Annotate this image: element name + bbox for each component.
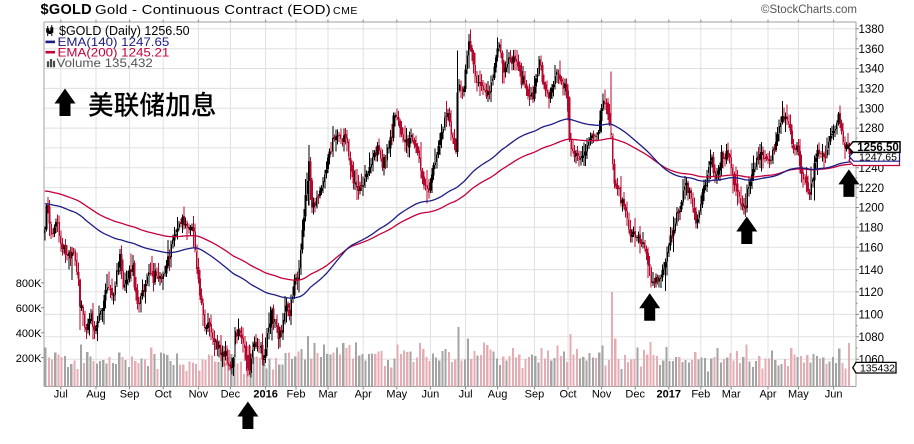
svg-text:May: May	[386, 389, 407, 401]
svg-text:Nov: Nov	[189, 389, 209, 401]
svg-text:EMA(200) 1245.21: EMA(200) 1245.21	[58, 46, 170, 59]
svg-text:Aug: Aug	[488, 389, 508, 401]
svg-text:1360: 1360	[859, 44, 885, 56]
svg-text:EMA(140) 1247.65: EMA(140) 1247.65	[58, 36, 170, 49]
svg-text:Dec: Dec	[625, 389, 645, 401]
svg-text:1247.65: 1247.65	[859, 151, 897, 163]
svg-text:400K: 400K	[16, 328, 42, 340]
svg-text:$GOLD (Daily) 1256.50: $GOLD (Daily) 1256.50	[59, 24, 190, 38]
svg-text:1340: 1340	[859, 64, 885, 76]
svg-text:CME: CME	[333, 5, 358, 17]
svg-text:1280: 1280	[859, 123, 885, 135]
svg-text:Nov: Nov	[592, 389, 612, 401]
svg-text:Mar: Mar	[319, 389, 338, 401]
svg-text:135432: 135432	[860, 363, 895, 375]
svg-text:Feb: Feb	[691, 389, 710, 401]
svg-text:1200: 1200	[859, 203, 885, 215]
svg-text:Dec: Dec	[221, 389, 241, 401]
svg-text:2016: 2016	[253, 389, 277, 401]
svg-text:1220: 1220	[859, 183, 885, 195]
svg-text:1120: 1120	[859, 287, 884, 299]
svg-text:1100: 1100	[859, 310, 884, 322]
svg-text:800K: 800K	[16, 278, 42, 290]
svg-text:May: May	[788, 389, 809, 401]
svg-text:200K: 200K	[16, 353, 42, 365]
svg-text:$GOLD: $GOLD	[41, 2, 92, 18]
svg-text:Apr: Apr	[759, 389, 776, 401]
svg-text:Mar: Mar	[722, 389, 741, 401]
svg-text:Jun: Jun	[825, 389, 843, 401]
svg-text:Feb: Feb	[287, 389, 306, 401]
svg-text:1140: 1140	[859, 265, 884, 277]
svg-text:1160: 1160	[859, 242, 884, 254]
svg-text:Apr: Apr	[355, 389, 372, 401]
svg-text:Gold - Continuous Contract (EO: Gold - Continuous Contract (EOD)	[95, 3, 331, 17]
svg-text:Oct: Oct	[155, 389, 172, 401]
svg-text:1320: 1320	[859, 84, 885, 96]
svg-text:1380: 1380	[859, 24, 885, 36]
svg-text:1080: 1080	[859, 332, 885, 344]
svg-text:Volume 135,432: Volume 135,432	[57, 57, 153, 70]
svg-text:©StockCharts.com: ©StockCharts.com	[761, 4, 857, 16]
svg-text:1256.50: 1256.50	[857, 142, 899, 154]
svg-text:600K: 600K	[16, 303, 42, 315]
svg-text:Jul: Jul	[459, 389, 473, 401]
svg-text:Sep: Sep	[120, 389, 140, 401]
svg-text:Sep: Sep	[525, 389, 545, 401]
svg-text:Jul: Jul	[54, 389, 68, 401]
svg-text:Jun: Jun	[422, 389, 440, 401]
svg-text:Oct: Oct	[559, 389, 576, 401]
svg-text:1180: 1180	[859, 223, 884, 235]
svg-text:1300: 1300	[859, 103, 885, 115]
svg-text:2017: 2017	[657, 389, 681, 401]
svg-text:Aug: Aug	[86, 389, 106, 401]
